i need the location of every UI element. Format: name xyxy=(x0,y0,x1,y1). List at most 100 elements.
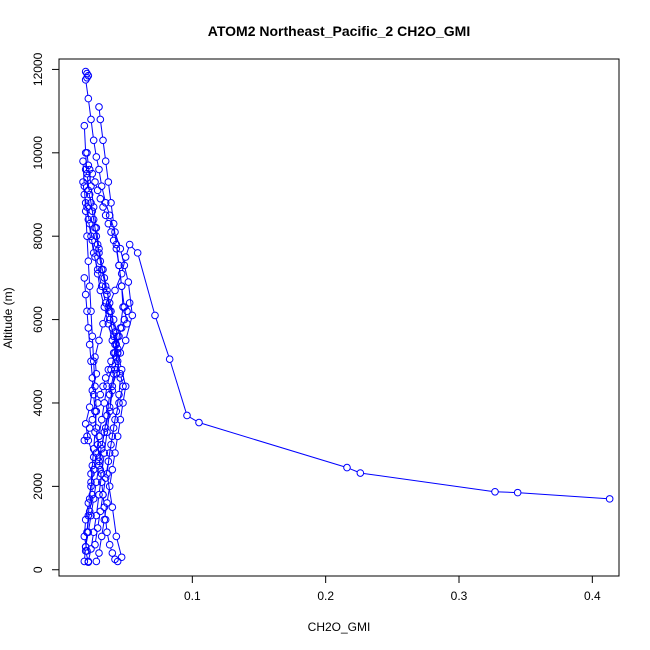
data-point xyxy=(93,265,102,274)
data-point xyxy=(103,382,111,391)
data-point xyxy=(92,478,101,486)
series-segment xyxy=(117,422,121,434)
data-point xyxy=(80,121,89,130)
data-point xyxy=(165,355,174,363)
data-series xyxy=(80,299,134,445)
data-point xyxy=(80,557,89,566)
data-point xyxy=(119,382,127,391)
series-segment xyxy=(113,322,118,334)
data-point xyxy=(83,432,91,441)
x-tick-label: 0.2 xyxy=(317,589,334,603)
data-point xyxy=(104,219,113,228)
data-point xyxy=(128,311,137,320)
data-point xyxy=(121,382,130,391)
series-segment xyxy=(94,360,97,371)
data-point xyxy=(108,386,117,395)
series-segment xyxy=(124,268,129,279)
data-point xyxy=(81,290,90,299)
data-point xyxy=(151,311,159,320)
data-point xyxy=(89,445,98,453)
series-segment xyxy=(104,389,107,400)
series-segment xyxy=(88,264,90,283)
data-point xyxy=(95,244,103,253)
series-segment xyxy=(126,318,132,338)
data-point xyxy=(85,165,94,174)
series-segment xyxy=(120,406,123,417)
series-segment xyxy=(115,235,120,246)
data-point xyxy=(101,157,110,165)
series-segment xyxy=(115,406,119,417)
data-point xyxy=(79,157,87,165)
series-segment xyxy=(100,122,104,138)
data-point xyxy=(120,303,129,311)
series-segment xyxy=(91,502,94,513)
series-segment xyxy=(105,522,108,529)
data-point xyxy=(113,344,122,353)
series-segment xyxy=(121,289,125,304)
series-segment xyxy=(92,243,95,254)
data-point xyxy=(92,153,101,161)
data-point xyxy=(96,115,105,124)
series-segment xyxy=(104,418,107,429)
data-point xyxy=(84,557,93,566)
series-segment xyxy=(102,143,106,158)
y-tick-label: 8000 xyxy=(31,223,45,250)
data-point xyxy=(111,415,119,424)
data-point xyxy=(105,390,114,399)
data-point xyxy=(91,540,99,549)
data-point xyxy=(117,553,126,562)
series-segment xyxy=(88,518,91,530)
series-segment xyxy=(106,414,110,429)
data-point xyxy=(101,299,110,307)
data-point xyxy=(84,71,93,80)
data-point xyxy=(101,474,110,482)
data-point xyxy=(111,286,119,295)
data-point xyxy=(91,428,99,436)
data-point xyxy=(183,411,191,420)
series-segment xyxy=(96,468,99,480)
series-layer xyxy=(79,67,614,567)
data-point xyxy=(87,232,95,240)
series-segment xyxy=(97,447,100,454)
data-series xyxy=(81,67,137,466)
data-point xyxy=(343,463,351,472)
series-segment xyxy=(131,246,136,251)
data-point xyxy=(117,324,126,332)
data-point xyxy=(109,349,118,357)
series-segment xyxy=(89,347,92,359)
data-point xyxy=(120,315,129,324)
data-point xyxy=(113,557,122,566)
data-point xyxy=(100,303,109,311)
data-point xyxy=(93,440,102,449)
data-point xyxy=(103,286,111,295)
data-point xyxy=(123,307,131,316)
series-segment xyxy=(89,485,92,496)
series-segment xyxy=(106,456,110,471)
series-segment xyxy=(88,101,92,117)
data-point xyxy=(80,436,89,445)
data-point xyxy=(85,507,94,516)
data-point xyxy=(133,249,142,257)
series-segment xyxy=(101,485,104,492)
y-tick-label: 4000 xyxy=(31,389,45,416)
y-tick-label: 12000 xyxy=(31,52,45,86)
series-segment xyxy=(91,472,94,484)
series-segment xyxy=(101,406,105,417)
data-series xyxy=(81,240,614,567)
series-segment xyxy=(112,456,115,467)
series-segment xyxy=(108,326,113,338)
data-point xyxy=(93,399,102,407)
series-segment xyxy=(121,372,126,384)
x-axis: 0.1 0.2 0.3 0.4 xyxy=(184,575,601,603)
series-segment xyxy=(109,393,113,409)
data-point xyxy=(101,515,110,524)
data-point xyxy=(108,549,117,557)
data-point xyxy=(85,424,94,432)
data-point xyxy=(107,357,115,366)
data-point xyxy=(95,461,103,470)
series-segment xyxy=(155,318,170,357)
series-segment xyxy=(92,381,94,392)
series-segment xyxy=(109,472,113,484)
series-segment xyxy=(104,435,108,450)
series-segment xyxy=(85,506,89,517)
